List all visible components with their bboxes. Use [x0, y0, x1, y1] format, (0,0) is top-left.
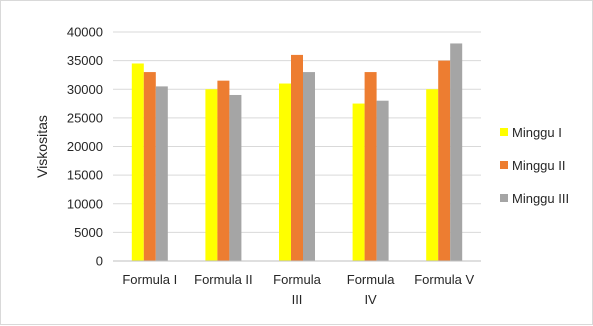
y-tick-label: 40000 — [67, 25, 103, 40]
bar — [364, 72, 377, 261]
bar — [376, 100, 389, 261]
y-tick-label: 0 — [96, 254, 103, 269]
legend-swatch — [500, 161, 508, 169]
x-tick-labels: Formula I Formula II Formula III Formula IV Fo… — [122, 272, 474, 307]
x-tick-label: Formula V — [414, 272, 474, 287]
y-tick-label: 5000 — [74, 225, 103, 240]
y-tick-label: 35000 — [67, 53, 103, 68]
y-tick-label: 10000 — [67, 196, 103, 211]
y-tick-label: 15000 — [67, 168, 103, 183]
bar — [303, 72, 315, 261]
y-axis-label: Viskositas — [34, 115, 50, 178]
bar — [352, 103, 365, 261]
legend-swatch — [500, 194, 508, 202]
bar — [426, 89, 439, 261]
x-tick-label: Formula I — [122, 272, 177, 287]
legend-label: Minggu III — [512, 191, 569, 206]
x-tick-label: Formula — [347, 272, 395, 287]
y-tick-label: 20000 — [67, 139, 103, 154]
x-tick-label: Formula II — [194, 272, 253, 287]
bar — [279, 83, 291, 262]
bar — [229, 94, 242, 261]
bar — [143, 72, 156, 261]
y-tick-labels: 0 5000 10000 15000 20000 25000 30000 35000 40000 — [67, 25, 103, 269]
bars — [131, 43, 463, 262]
bar — [217, 80, 230, 261]
legend-label: Minggu I — [512, 125, 562, 140]
bar — [291, 54, 303, 262]
x-tick-label: IV — [364, 292, 377, 307]
bar — [438, 60, 451, 261]
bar — [450, 43, 463, 262]
x-tick-label: Formula — [273, 272, 321, 287]
legend-label: Minggu II — [512, 158, 565, 173]
legend-swatch — [500, 128, 508, 136]
bar — [131, 63, 144, 261]
bar — [155, 86, 168, 261]
y-tick-label: 30000 — [67, 82, 103, 97]
x-tick-label: III — [292, 292, 303, 307]
y-tick-label: 25000 — [67, 110, 103, 125]
legend: Minggu I Minggu II Minggu III — [500, 125, 569, 206]
bar — [205, 89, 218, 261]
